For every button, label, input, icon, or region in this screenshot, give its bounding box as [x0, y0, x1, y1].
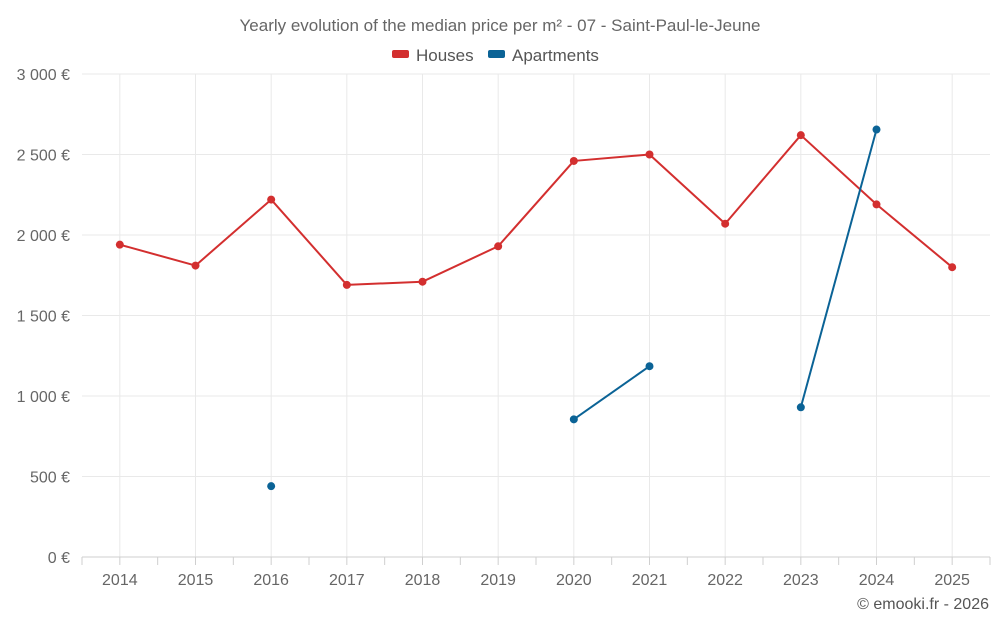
x-tick-label: 2015	[178, 572, 214, 589]
y-tick-label: 500 €	[30, 470, 70, 487]
y-tick-label: 2 500 €	[17, 148, 70, 165]
credit-text: © emooki.fr - 2026	[857, 596, 989, 613]
y-tick-label: 2 000 €	[17, 228, 70, 245]
y-tick-label: 1 000 €	[17, 389, 70, 406]
data-point-houses[interactable]	[796, 131, 805, 140]
series	[115, 125, 957, 491]
data-point-houses[interactable]	[342, 280, 351, 289]
data-point-houses[interactable]	[872, 200, 881, 209]
data-point-houses[interactable]	[948, 263, 957, 272]
data-point-houses[interactable]	[115, 240, 124, 249]
legend: Houses Apartments	[392, 46, 599, 65]
x-tick-label: 2017	[329, 572, 365, 589]
data-point-apartments[interactable]	[569, 415, 578, 424]
y-tick-label: 3 000 €	[17, 67, 70, 84]
y-tick-label: 0 €	[48, 550, 70, 567]
legend-swatch-apartments	[488, 50, 505, 58]
data-point-houses[interactable]	[569, 156, 578, 165]
series-line-apartments	[799, 128, 878, 409]
x-tick-label: 2024	[859, 572, 895, 589]
x-tick-label: 2022	[707, 572, 743, 589]
grid	[82, 73, 990, 557]
x-tick-label: 2023	[783, 572, 819, 589]
x-tick-label: 2021	[632, 572, 668, 589]
data-point-houses[interactable]	[494, 242, 503, 251]
legend-label-houses[interactable]: Houses	[416, 46, 474, 65]
data-point-houses[interactable]	[645, 150, 654, 159]
data-point-apartments[interactable]	[267, 482, 276, 491]
data-point-houses[interactable]	[418, 277, 427, 286]
data-point-apartments[interactable]	[796, 403, 805, 412]
x-tick-label: 2014	[102, 572, 138, 589]
data-point-houses[interactable]	[267, 195, 276, 204]
legend-swatch-houses	[392, 50, 409, 58]
x-tick-label: 2020	[556, 572, 592, 589]
x-tick-label: 2018	[405, 572, 441, 589]
data-point-apartments[interactable]	[872, 125, 881, 134]
y-tick-label: 1 500 €	[17, 309, 70, 326]
legend-label-apartments[interactable]: Apartments	[512, 46, 599, 65]
data-point-apartments[interactable]	[645, 362, 654, 371]
series-line-apartments	[572, 365, 651, 421]
chart-title: Yearly evolution of the median price per…	[240, 16, 761, 35]
series-line-houses	[118, 134, 954, 286]
x-tick-label: 2016	[253, 572, 289, 589]
data-point-houses[interactable]	[721, 219, 730, 228]
axes: 0 € 500 € 1 000 € 1 500 € 2 000 € 2 500 € 3 00…	[17, 67, 991, 589]
x-tick-label: 2019	[480, 572, 516, 589]
data-point-houses[interactable]	[191, 261, 200, 270]
x-tick-label: 2025	[934, 572, 970, 589]
